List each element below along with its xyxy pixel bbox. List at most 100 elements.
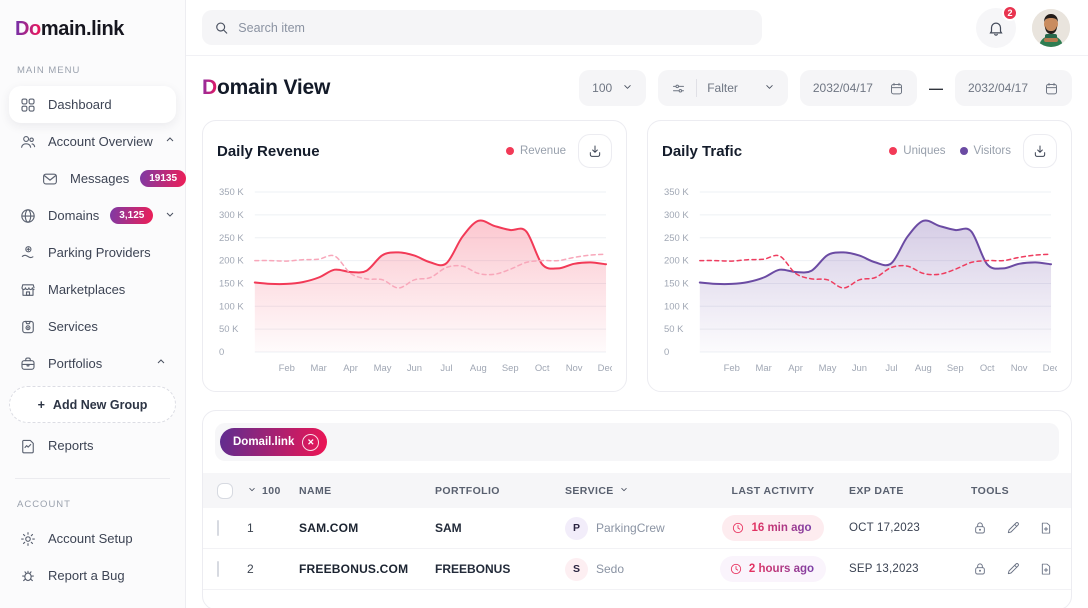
download-icon (589, 145, 601, 157)
coin-hand-icon (18, 243, 37, 262)
file-add-icon[interactable] (1037, 519, 1055, 537)
svg-text:Sep: Sep (947, 363, 964, 374)
filter-dropdown[interactable]: Falter (658, 70, 788, 106)
section-main-menu-label: MAIN MENU (17, 65, 81, 76)
remove-chip-icon[interactable]: ✕ (302, 433, 320, 451)
exp-date: OCT 17,2023 (849, 522, 921, 534)
filter-controls: 100 Falter 2032/04/17 — (579, 70, 1072, 106)
edit-pencil-icon[interactable] (1004, 560, 1022, 578)
sidebar-item-account-overview[interactable]: Account Overview (9, 123, 176, 160)
charts-row: Daily Revenue Revenue 350 K 300 K 250 K 200… (202, 120, 1072, 392)
column-header-service[interactable]: SERVICE (565, 484, 697, 497)
sidebar-item-services[interactable]: Services (9, 308, 176, 345)
sidebar-item-portfolios[interactable]: Portfolios (9, 345, 176, 382)
sidebar-item-label: Portfolios (48, 356, 103, 371)
portfolio-name: SAM (435, 521, 462, 535)
chevron-up-icon (155, 356, 167, 371)
content: Domain View 100 Falter 2032/04/17 (186, 56, 1088, 608)
search-input[interactable] (238, 20, 750, 35)
svg-text:Nov: Nov (1011, 363, 1028, 374)
page-size-select[interactable]: 100 (579, 70, 647, 106)
sidebar: Domain.link MAIN MENU Dashboard Account … (0, 0, 187, 608)
svg-text:May: May (819, 363, 837, 374)
domain-name: SAM.COM (299, 521, 359, 535)
date-from-picker[interactable]: 2032/04/17 (799, 70, 917, 106)
notifications-button[interactable]: 2 (976, 4, 1018, 48)
column-header-tools[interactable]: TOOLS (971, 484, 1009, 497)
sidebar-item-label: Reports (48, 438, 94, 453)
report-document-icon (18, 436, 37, 455)
svg-text:Oct: Oct (980, 363, 995, 374)
add-new-group-button[interactable]: + Add New Group (9, 386, 176, 423)
logo-prefix: Do (15, 18, 41, 40)
envelope-icon (40, 169, 59, 188)
edit-pencil-icon[interactable] (1004, 519, 1022, 537)
svg-text:Dec: Dec (598, 363, 612, 374)
title-first-letter: D (202, 76, 217, 99)
last-activity-cell: 2 hours ago (697, 556, 849, 582)
gear-icon (18, 529, 37, 548)
topbar-right: 2 (976, 4, 1070, 48)
download-chart-button[interactable] (578, 134, 612, 168)
row-checkbox[interactable] (217, 520, 219, 536)
svg-text:300 K: 300 K (664, 210, 689, 221)
portfolio-name: FREEBONUS (435, 562, 511, 576)
column-header-portfolio[interactable]: PORTFOLIO (435, 484, 500, 497)
chart-legend: Uniques Visitors (889, 145, 1011, 157)
daily-revenue-card: Daily Revenue Revenue 350 K 300 K 250 K 200… (202, 120, 627, 392)
column-header-name[interactable]: NAME (299, 484, 332, 497)
service-name: ParkingCrew (596, 521, 665, 535)
user-avatar[interactable] (1032, 8, 1070, 47)
tools-cell (971, 519, 1071, 537)
sidebar-item-parking-providers[interactable]: Parking Providers (9, 234, 176, 271)
table-row[interactable]: 1 SAM.COM SAM P ParkingCrew 16 min ago O… (203, 508, 1071, 549)
svg-text:Apr: Apr (343, 363, 358, 374)
column-header-last-activity[interactable]: LAST ACTIVITY (731, 484, 815, 497)
select-all-checkbox[interactable] (217, 482, 233, 499)
legend-item: Uniques (889, 145, 946, 157)
chart-legend: Revenue (505, 145, 566, 157)
sidebar-item-reports[interactable]: Reports (9, 427, 176, 464)
svg-text:0: 0 (664, 347, 669, 358)
sidebar-item-domains[interactable]: Domains 3,125 (9, 197, 176, 234)
sidebar-item-label: Parking Providers (48, 245, 151, 260)
chevron-down-icon (164, 208, 176, 223)
download-chart-button[interactable] (1023, 134, 1057, 168)
calendar-icon (890, 82, 902, 94)
page-header: Domain View 100 Falter 2032/04/17 (202, 70, 1072, 106)
svg-text:Mar: Mar (756, 363, 772, 374)
service-cell: S Sedo (565, 557, 697, 581)
download-icon (1034, 145, 1046, 157)
domains-count-badge: 3,125 (110, 207, 154, 224)
bug-icon (18, 566, 37, 585)
lock-icon[interactable] (971, 519, 989, 537)
sidebar-item-account-setup[interactable]: Account Setup (9, 520, 176, 557)
service-cell: P ParkingCrew (565, 516, 697, 540)
svg-text:50 K: 50 K (219, 324, 239, 335)
note-add-icon[interactable] (1070, 519, 1071, 537)
file-add-icon[interactable] (1037, 560, 1055, 578)
note-add-icon[interactable] (1070, 560, 1071, 578)
column-header-exp-date[interactable]: EXP DATE (849, 484, 904, 497)
lock-icon[interactable] (971, 560, 989, 578)
svg-text:50 K: 50 K (664, 324, 684, 335)
chevron-down-icon[interactable] (247, 484, 257, 497)
service-initial-badge: P (565, 516, 588, 540)
sidebar-item-messages[interactable]: Messages 19135 (9, 160, 187, 197)
search-bar[interactable] (202, 10, 762, 45)
divider (696, 79, 698, 97)
svg-text:Aug: Aug (470, 363, 487, 374)
sidebar-item-report-bug[interactable]: Report a Bug (9, 557, 176, 594)
sidebar-item-marketplaces[interactable]: Marketplaces (9, 271, 176, 308)
row-checkbox[interactable] (217, 561, 219, 577)
clock-icon (733, 522, 744, 534)
table-row[interactable]: 2 FREEBONUS.COM FREEBONUS S Sedo 2 hours… (203, 549, 1071, 590)
date-to-picker[interactable]: 2032/04/17 (954, 70, 1072, 106)
sidebar-item-dashboard[interactable]: Dashboard (9, 86, 176, 123)
sidebar-item-label: Domains (48, 208, 100, 223)
app-logo: Domain.link (9, 14, 176, 59)
last-activity-cell: 16 min ago (697, 515, 849, 541)
svg-text:Sep: Sep (502, 363, 519, 374)
filter-chip-domail-link[interactable]: Domail.link ✕ (220, 428, 328, 456)
